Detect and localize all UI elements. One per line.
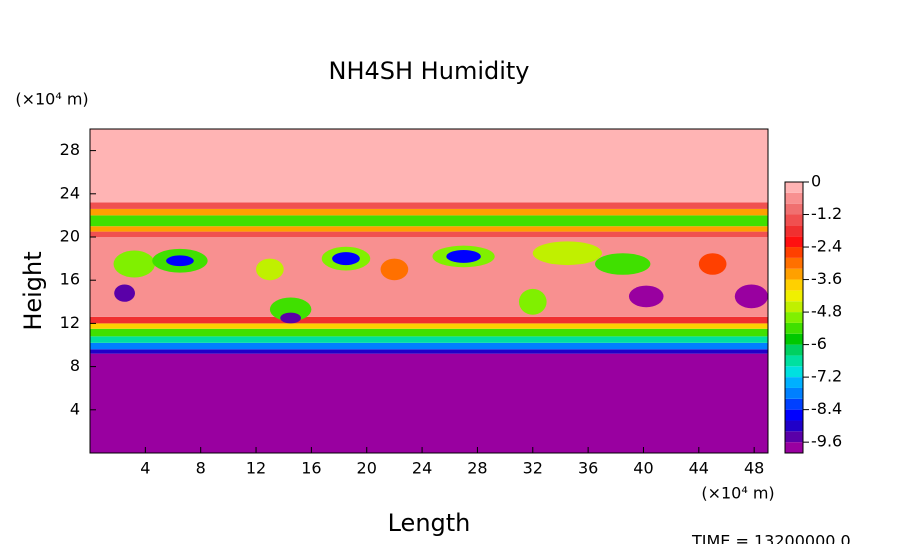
contour-region bbox=[280, 312, 302, 324]
contour-band bbox=[90, 129, 768, 203]
colorbar-tick-label: -3.6 bbox=[811, 269, 842, 288]
contour-band bbox=[90, 349, 768, 354]
contour-region bbox=[380, 258, 409, 281]
colorbar-swatch bbox=[785, 398, 803, 410]
colorbar-swatch bbox=[785, 420, 803, 432]
colorbar-tick-label: -9.6 bbox=[811, 432, 842, 451]
y-tick-label: 16 bbox=[60, 270, 80, 289]
colorbar-swatch bbox=[785, 355, 803, 367]
colorbar-swatch bbox=[785, 366, 803, 378]
contour-band bbox=[90, 231, 768, 237]
contour-band bbox=[90, 336, 768, 343]
y-tick-label: 24 bbox=[60, 183, 80, 202]
x-tick-label: 48 bbox=[744, 459, 764, 478]
x-tick-label: 24 bbox=[412, 459, 432, 478]
colorbar-swatch bbox=[785, 431, 803, 443]
contour-band bbox=[90, 226, 768, 232]
colorbar-swatch bbox=[785, 192, 803, 204]
contour-band bbox=[90, 342, 768, 350]
x-tick-label: 8 bbox=[196, 459, 206, 478]
colorbar-tick-label: 0 bbox=[811, 172, 821, 191]
colorbar-swatch bbox=[785, 290, 803, 302]
y-tick-label: 28 bbox=[60, 140, 80, 159]
colorbar-swatch bbox=[785, 387, 803, 399]
colorbar-swatch bbox=[785, 377, 803, 388]
y-tick-label: 8 bbox=[70, 356, 80, 375]
contour-band bbox=[90, 237, 768, 317]
contour-region bbox=[734, 284, 768, 309]
x-tick-label: 36 bbox=[578, 459, 598, 478]
colorbar-swatch bbox=[785, 312, 803, 323]
plot-frame bbox=[89, 128, 769, 454]
contour-region bbox=[166, 255, 194, 267]
colorbar-swatch bbox=[785, 322, 803, 334]
contour-band bbox=[90, 208, 768, 216]
colorbar-tick-label: -7.2 bbox=[811, 367, 842, 386]
colorbar-frame bbox=[784, 181, 804, 454]
contour-region bbox=[332, 252, 360, 266]
y-tick-label: 4 bbox=[70, 399, 80, 418]
colorbar-tick-label: -8.4 bbox=[811, 399, 842, 418]
contour-band bbox=[90, 202, 768, 209]
colorbar-swatch bbox=[785, 225, 803, 237]
colorbar-swatch bbox=[785, 247, 803, 258]
contour-band bbox=[90, 215, 768, 227]
contour-band bbox=[90, 353, 768, 453]
y-tick-label: 12 bbox=[60, 313, 80, 332]
colorbar-swatch bbox=[785, 236, 803, 248]
colorbar-swatch bbox=[785, 301, 803, 313]
colorbar-swatch bbox=[785, 279, 803, 291]
contour-region bbox=[113, 250, 156, 278]
x-tick-label: 4 bbox=[140, 459, 150, 478]
colorbar-swatch bbox=[785, 182, 803, 193]
contour-region bbox=[698, 253, 727, 275]
colorbar-swatch bbox=[785, 268, 803, 280]
x-tick-label: 44 bbox=[689, 459, 709, 478]
x-tick-label: 32 bbox=[523, 459, 543, 478]
contour-region bbox=[532, 241, 602, 266]
contour-band bbox=[90, 328, 768, 337]
contour-region bbox=[114, 284, 135, 302]
x-axis-label: Length bbox=[388, 509, 471, 537]
contour-region bbox=[518, 288, 547, 315]
colorbar-swatch bbox=[785, 333, 803, 345]
colorbar-swatch bbox=[785, 409, 803, 421]
x-unit: (×10⁴ m) bbox=[701, 484, 774, 503]
x-tick-label: 16 bbox=[301, 459, 321, 478]
y-axis-label: Height bbox=[19, 251, 47, 330]
colorbar-swatch bbox=[785, 442, 803, 453]
colorbar-swatch bbox=[785, 203, 803, 215]
colorbar-swatch bbox=[785, 344, 803, 356]
chart-title: NH4SH Humidity bbox=[329, 57, 530, 85]
contour-region bbox=[446, 249, 481, 263]
field bbox=[90, 129, 768, 453]
colorbar-swatch bbox=[785, 257, 803, 269]
colorbar-tick-label: -1.2 bbox=[811, 204, 842, 223]
contour-region bbox=[595, 253, 651, 275]
contour-region bbox=[256, 258, 284, 281]
x-tick-label: 20 bbox=[357, 459, 377, 478]
colorbar-tick-label: -2.4 bbox=[811, 237, 842, 256]
contour-band bbox=[90, 316, 768, 324]
colorbar-tick-label: -6 bbox=[811, 334, 827, 353]
contour-region bbox=[269, 297, 312, 322]
x-tick-label: 40 bbox=[633, 459, 653, 478]
colorbar-tick-label: -4.8 bbox=[811, 302, 842, 321]
x-tick-label: 12 bbox=[246, 459, 266, 478]
y-tick-label: 20 bbox=[60, 227, 80, 246]
contour-region bbox=[628, 285, 664, 308]
contour-band bbox=[90, 323, 768, 329]
y-unit: (×10⁴ m) bbox=[15, 90, 88, 109]
time-label: TIME = 13200000.0 bbox=[691, 532, 851, 544]
x-tick-label: 28 bbox=[467, 459, 487, 478]
colorbar-swatch bbox=[785, 214, 803, 226]
